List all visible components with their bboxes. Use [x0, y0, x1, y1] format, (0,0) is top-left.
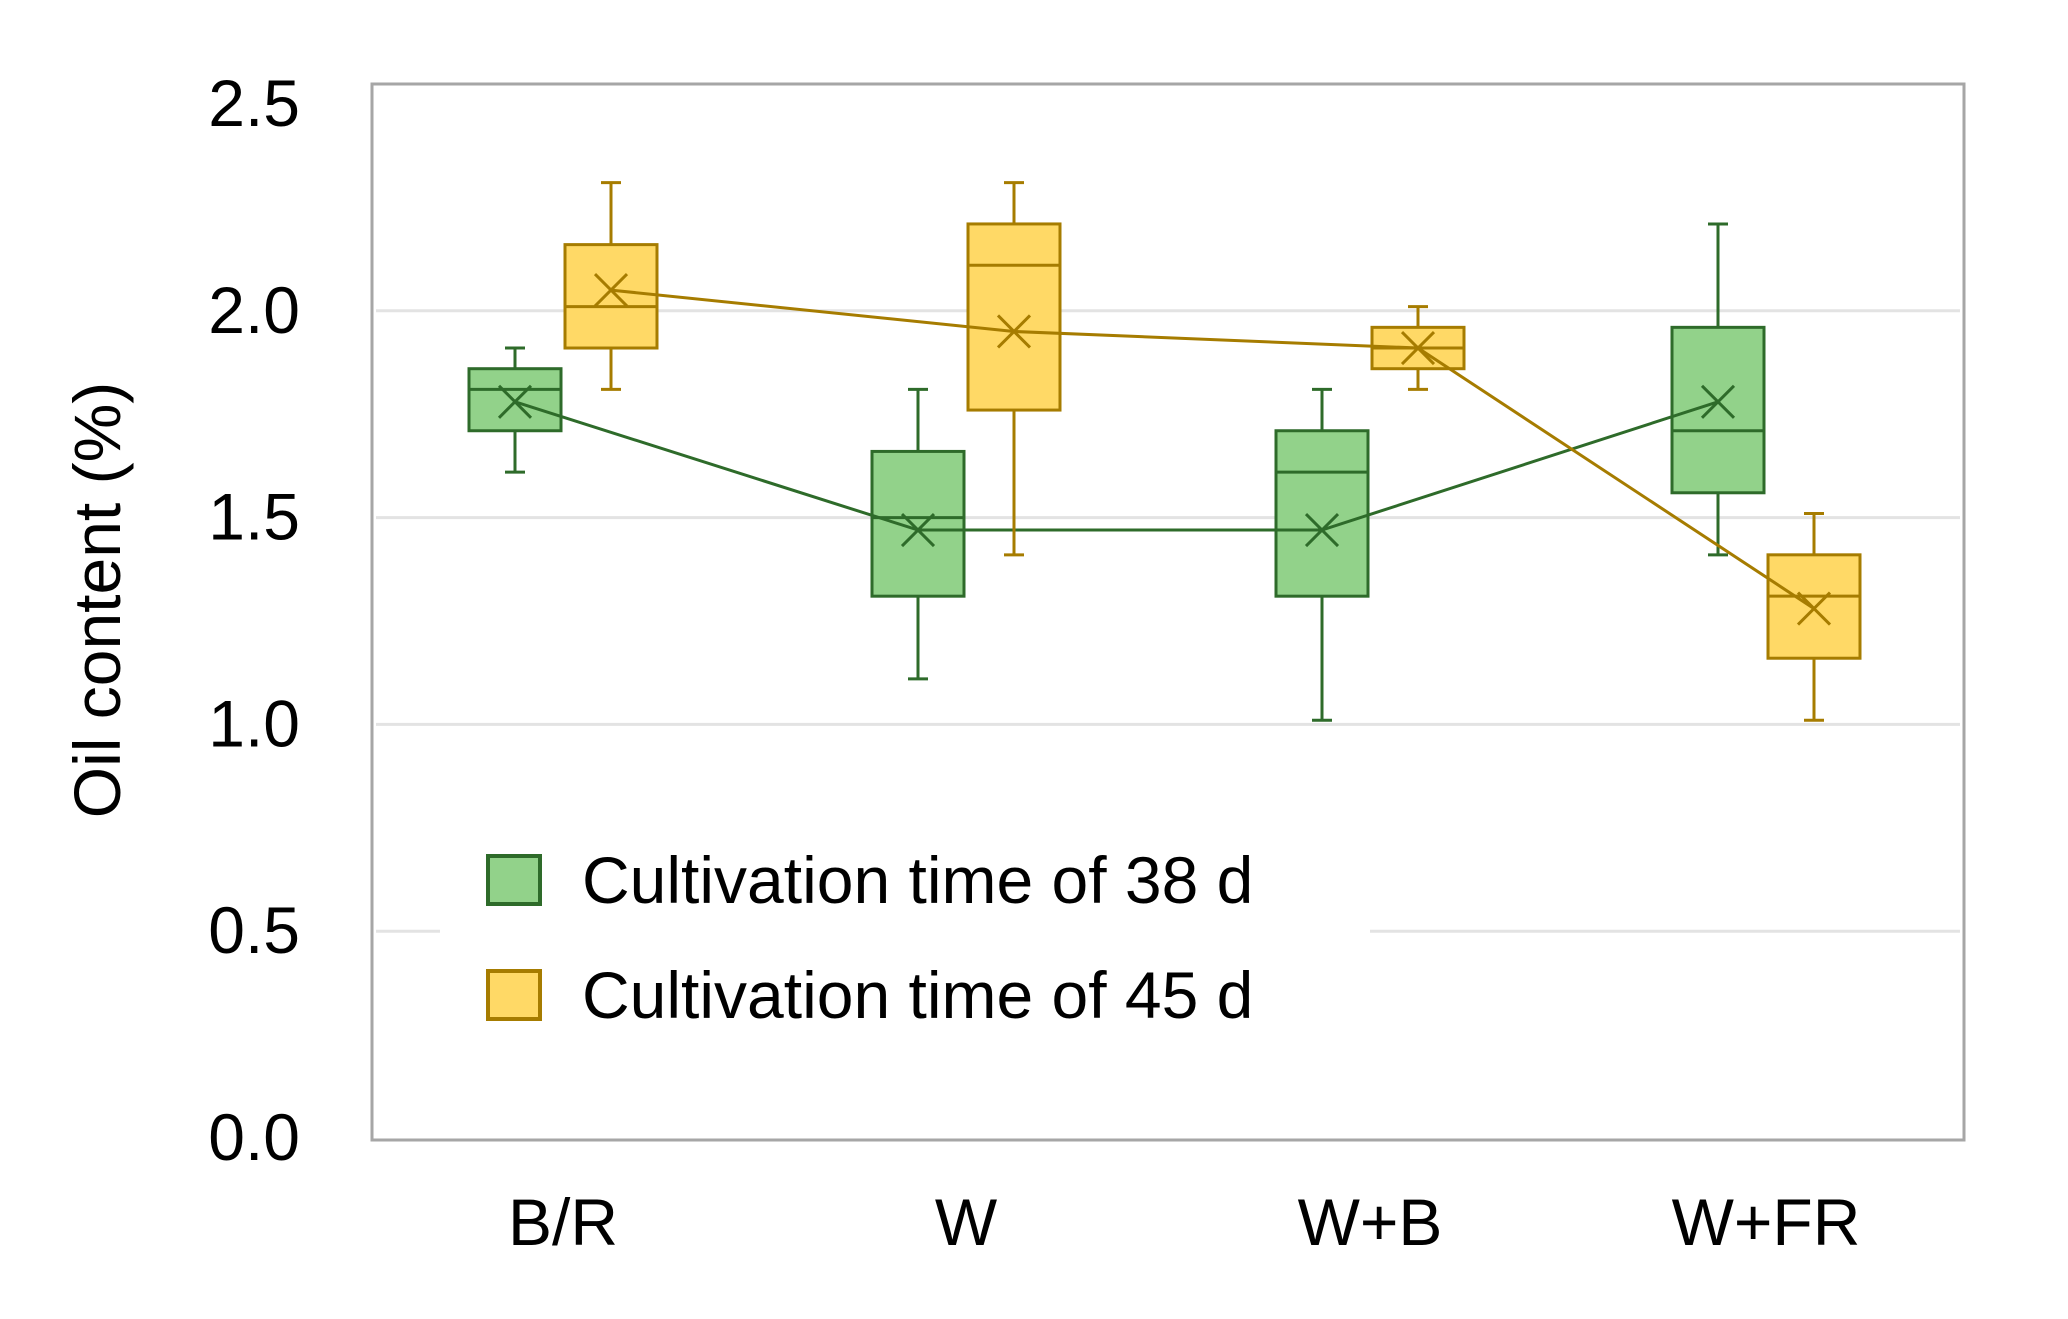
- series-layer: [467, 181, 1862, 722]
- box-0-2: [1274, 387, 1370, 722]
- mean-line-0: [514, 400, 1719, 532]
- box-iqr: [870, 449, 966, 598]
- legend-label-1: Cultivation time of 45 d: [582, 958, 1253, 1032]
- box-0-3: [1670, 222, 1766, 557]
- y-tick-label-5: 2.5: [208, 66, 300, 140]
- y-tick-label-2: 1.0: [208, 686, 300, 760]
- legend-swatch-0: [486, 854, 542, 906]
- y-tick-labels: 0.0 0.5 1.0 1.5 2.0 2.5: [208, 66, 300, 1174]
- box-1-0: [563, 181, 659, 391]
- mean-marker-1-0: [593, 273, 629, 308]
- x-tick-label-2: W+B: [1298, 1185, 1443, 1259]
- legend-label-0: Cultivation time of 38 d: [582, 843, 1253, 917]
- mean-marker-0-0: [497, 384, 533, 419]
- y-tick-label-0: 0.0: [208, 1100, 300, 1174]
- box-iqr: [1670, 325, 1766, 495]
- legend-background: [440, 820, 1370, 1040]
- legend: Cultivation time of 38 d Cultivation time…: [440, 820, 1370, 1040]
- box-iqr: [966, 222, 1062, 412]
- box-iqr: [1274, 429, 1370, 598]
- x-tick-label-1: W: [935, 1185, 998, 1259]
- series-0: [467, 222, 1766, 722]
- x-tick-label-0: B/R: [508, 1185, 618, 1259]
- legend-swatch-1: [486, 969, 542, 1021]
- box-0-1: [870, 387, 966, 681]
- mean-marker-1-1: [996, 314, 1032, 349]
- mean-marker-0-1: [900, 512, 936, 548]
- mean-marker-0-3: [1700, 384, 1736, 419]
- mean-marker-1-3: [1796, 591, 1832, 626]
- mean-marker-1-2: [1400, 330, 1436, 366]
- series-1: [563, 181, 1862, 722]
- y-tick-label-1: 0.5: [208, 893, 300, 967]
- y-axis-title: Oil content (%): [60, 382, 134, 818]
- x-tick-label-3: W+FR: [1672, 1185, 1861, 1259]
- box-iqr: [563, 243, 659, 350]
- y-tick-label-4: 2.0: [208, 273, 300, 347]
- x-tick-labels: B/R W W+B W+FR: [508, 1185, 1860, 1259]
- y-tick-label-3: 1.5: [208, 480, 300, 554]
- mean-line-1: [610, 288, 1815, 610]
- box-1-1: [966, 181, 1062, 557]
- mean-marker-0-2: [1304, 512, 1340, 548]
